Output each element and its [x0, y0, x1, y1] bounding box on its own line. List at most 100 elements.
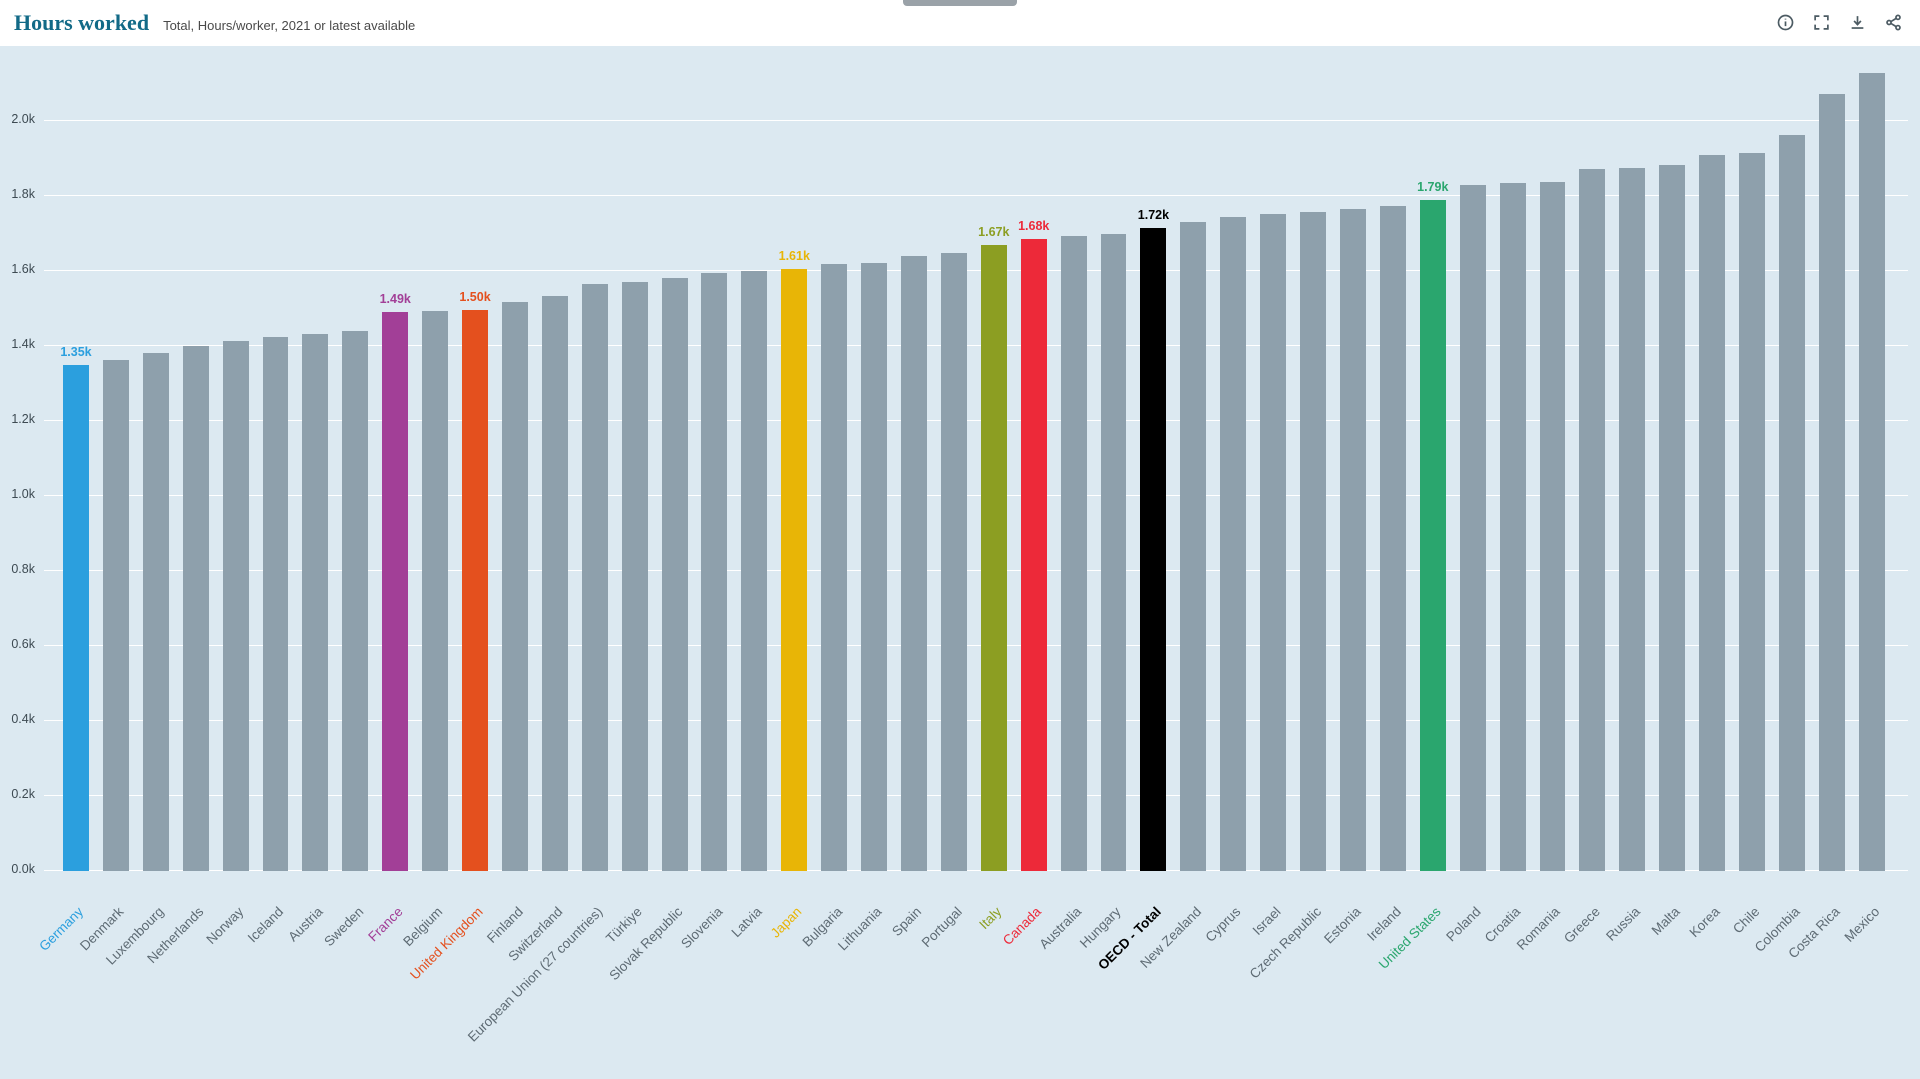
bar-denmark[interactable]: [102, 360, 129, 871]
bar-slot-russia: [1612, 65, 1652, 871]
x-axis-label-israel[interactable]: Israel: [1249, 904, 1284, 938]
x-label-slot-sweden: Sweden: [321, 890, 375, 1079]
info-icon[interactable]: [1776, 13, 1794, 31]
bar-japan[interactable]: [781, 268, 808, 871]
bar-spain[interactable]: [901, 255, 927, 871]
bar-norway[interactable]: [222, 340, 249, 871]
bars-layer: 1.35k 1.49k 1.50k 1.61k 1.67k 1.68k 1.72k 1.79k: [56, 65, 1892, 871]
x-axis-labels: Germany Denmark Luxembourg Netherlands Norwa…: [37, 890, 1892, 1079]
bar-czech-republic[interactable]: [1300, 211, 1327, 871]
bar-slot-colombia: [1772, 65, 1812, 871]
bar-finland[interactable]: [501, 301, 528, 871]
x-label-slot-korea: Korea: [1687, 890, 1732, 1079]
bar-iceland[interactable]: [262, 337, 289, 871]
x-axis-label-malta[interactable]: Malta: [1648, 904, 1683, 938]
x-axis-label-korea[interactable]: Korea: [1686, 904, 1723, 941]
bar-mexico[interactable]: [1858, 73, 1885, 871]
bar-malta[interactable]: [1659, 165, 1686, 871]
bar-slovenia[interactable]: [701, 272, 728, 871]
x-label-slot-lithuania: Lithuania: [835, 890, 894, 1079]
y-axis-tick-label: 0.6k: [11, 637, 35, 652]
bar-australia[interactable]: [1060, 235, 1087, 871]
bar-slot-costa-rica: [1812, 65, 1852, 871]
bar-slot-norway: [216, 65, 256, 871]
bar-portugal[interactable]: [940, 252, 967, 871]
bar-poland[interactable]: [1459, 184, 1486, 871]
bar-value-label-italy: 1.67k: [978, 225, 1010, 240]
bar-slot-slovak-republic: [655, 65, 695, 871]
bar-greece[interactable]: [1579, 169, 1606, 871]
x-axis-label-germany[interactable]: Germany: [36, 904, 87, 954]
bar-germany[interactable]: [62, 365, 89, 871]
x-label-slot-denmark: Denmark: [77, 890, 136, 1079]
bar-switzerland[interactable]: [541, 296, 568, 871]
gridline-0.2k: 0.2k: [11, 787, 1908, 801]
bar-ireland[interactable]: [1379, 205, 1406, 871]
x-axis-label-latvia[interactable]: Latvia: [728, 904, 765, 941]
gridline-1.4k: 1.4k: [11, 337, 1908, 351]
bar-canada[interactable]: [1020, 239, 1047, 871]
bar-cyprus[interactable]: [1220, 216, 1247, 871]
x-axis-label-chile[interactable]: Chile: [1730, 904, 1763, 937]
bar-slot-italy: 1.67k: [974, 65, 1014, 871]
bar-costa-rica[interactable]: [1818, 93, 1845, 871]
share-icon[interactable]: [1884, 13, 1902, 31]
x-axis-label-spain[interactable]: Spain: [889, 904, 925, 940]
grid-layer: 0.0k 0.2k 0.4k 0.6k 0.8k 1.0k 1.2k 1.4k 1.6k 1.8k…: [11, 65, 1908, 876]
plot-area: 0.0k 0.2k 0.4k 0.6k 0.8k 1.0k 1.2k 1.4k 1.6k 1.8k…: [11, 65, 1908, 876]
bar-luxembourg[interactable]: [142, 352, 169, 871]
bar-belgium[interactable]: [422, 311, 449, 871]
bar-netherlands[interactable]: [182, 345, 209, 871]
x-label-slot-austria: Austria: [286, 890, 335, 1079]
bar-united-kingdom[interactable]: [462, 309, 488, 871]
x-label-slot-united-kingdom: United Kingdom: [407, 890, 495, 1079]
bar-chile[interactable]: [1739, 152, 1765, 871]
bar-colombia[interactable]: [1778, 134, 1805, 871]
x-label-slot-canada: Canada: [1000, 890, 1054, 1079]
bar-slot-spain: [894, 65, 934, 871]
x-label-slot-new-zealand: New Zealand: [1137, 890, 1213, 1079]
fullscreen-icon[interactable]: [1812, 13, 1830, 31]
y-axis-tick-label: 0.8k: [11, 562, 35, 577]
bar-france[interactable]: [382, 312, 409, 871]
bar-slot-bulgaria: [814, 65, 854, 871]
bar-new-zealand[interactable]: [1180, 222, 1207, 871]
bar-slot-latvia: [734, 65, 774, 871]
bar-european-union-27-countries[interactable]: [581, 283, 608, 871]
bar-slot-romania: [1533, 65, 1573, 871]
bar-value-label-united-kingdom: 1.50k: [459, 289, 491, 304]
bar-israel[interactable]: [1260, 213, 1287, 871]
y-axis-tick-label: 0.4k: [11, 712, 35, 727]
bar-slot-hungary: [1094, 65, 1134, 871]
bar-romania[interactable]: [1539, 181, 1566, 871]
bar-t-rkiye[interactable]: [621, 281, 648, 871]
bar-lithuania[interactable]: [861, 263, 888, 871]
x-label-slot-greece: Greece: [1561, 890, 1612, 1079]
bar-hungary[interactable]: [1100, 233, 1127, 871]
x-label-slot-malta: Malta: [1648, 890, 1692, 1079]
bar-estonia[interactable]: [1339, 208, 1366, 871]
bar-slot-t-rkiye: [615, 65, 655, 871]
x-axis-label-japan[interactable]: Japan: [768, 904, 805, 941]
bar-slot-new-zealand: [1173, 65, 1213, 871]
download-icon[interactable]: [1848, 13, 1866, 31]
panel-drag-handle[interactable]: [903, 0, 1017, 6]
bar-russia[interactable]: [1619, 168, 1646, 871]
gridline-1.0k: 1.0k: [11, 487, 1908, 501]
bar-slovak-republic[interactable]: [661, 277, 688, 871]
bar-italy[interactable]: [980, 245, 1007, 871]
bar-croatia[interactable]: [1499, 183, 1526, 871]
bar-sweden[interactable]: [342, 331, 369, 871]
x-label-slot-oecd-total: OECD - Total: [1095, 890, 1173, 1079]
x-label-slot-norway: Norway: [203, 890, 256, 1079]
bar-korea[interactable]: [1699, 154, 1726, 871]
x-axis-label-italy[interactable]: Italy: [976, 904, 1005, 933]
x-label-slot-poland: Poland: [1443, 890, 1493, 1079]
bar-latvia[interactable]: [741, 270, 768, 871]
bar-united-states[interactable]: [1419, 199, 1446, 871]
bar-slot-croatia: [1493, 65, 1533, 871]
bar-austria[interactable]: [302, 334, 329, 871]
bar-bulgaria[interactable]: [821, 264, 848, 871]
bar-oecd-total[interactable]: [1140, 227, 1167, 871]
gridline-2.0k: 2.0k: [11, 112, 1908, 126]
